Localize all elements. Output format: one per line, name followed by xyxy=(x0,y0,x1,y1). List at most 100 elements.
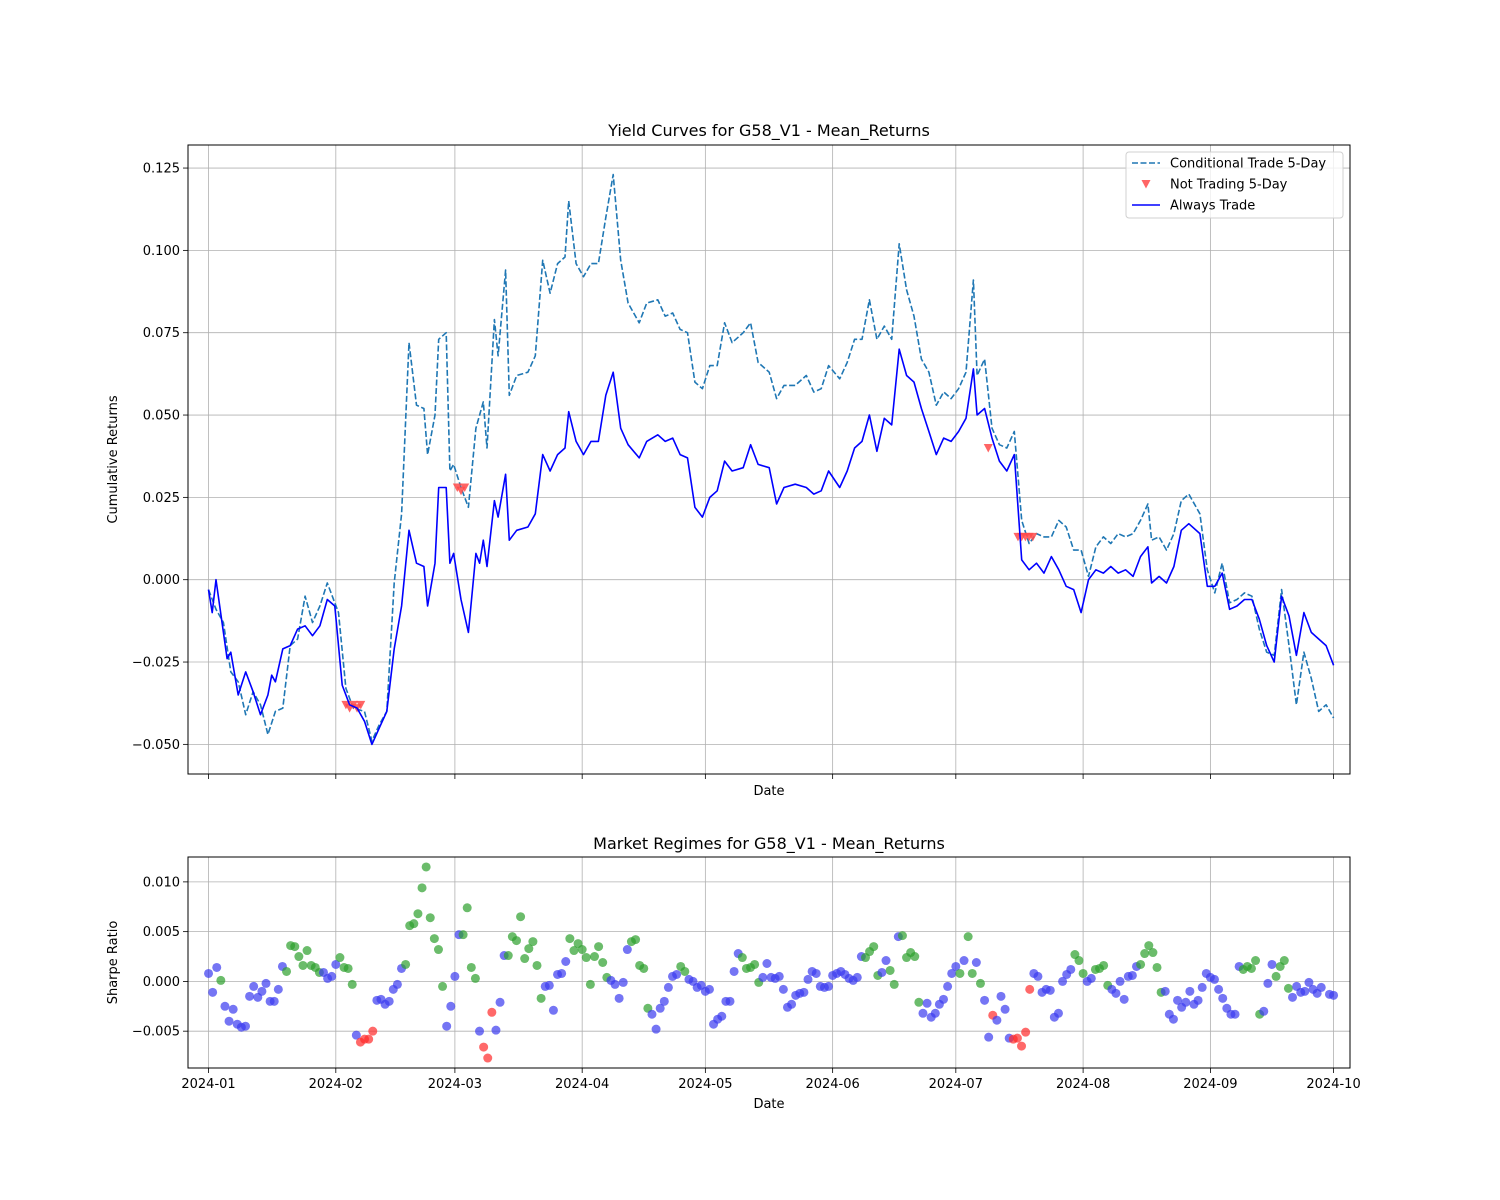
regime-point-blue xyxy=(922,998,932,1008)
yield-curves-y-label: Cumulative Returns xyxy=(106,395,121,523)
y-tick-label: 0.075 xyxy=(143,326,180,341)
y-tick-label: 0.025 xyxy=(143,491,180,506)
triangle-down-marker xyxy=(1028,532,1038,542)
regime-point-blue xyxy=(647,1009,657,1019)
regime-point-blue xyxy=(1160,986,1170,996)
regime-point-green xyxy=(885,965,895,975)
regime-point-green xyxy=(536,993,546,1003)
regime-point-red xyxy=(1021,1027,1031,1037)
x-tick-label: 2024-07 xyxy=(929,1077,983,1092)
regime-point-blue xyxy=(1173,995,1183,1005)
x-tick-label: 2024-05 xyxy=(678,1077,732,1092)
regime-point-green xyxy=(433,945,443,955)
regime-point-blue xyxy=(877,967,887,977)
y-tick-label: 0.010 xyxy=(143,875,180,890)
yield-curves-y-ticks: −0.050 −0.025 0.000 0.025 0.050 0.075 0.100 0.1… xyxy=(132,162,188,753)
regime-point-green xyxy=(413,909,423,919)
conditional-trade-line xyxy=(207,173,1335,742)
regime-point-blue xyxy=(548,1005,558,1015)
regime-point-green xyxy=(528,937,538,947)
regime-point-red xyxy=(479,1042,489,1052)
regime-point-green xyxy=(963,932,973,942)
y-tick-label: −0.025 xyxy=(132,656,180,671)
regime-point-blue xyxy=(663,982,673,992)
regime-point-blue xyxy=(881,956,891,966)
regime-point-blue xyxy=(1267,959,1277,969)
market-regimes-x-label: Date xyxy=(753,1097,784,1112)
regime-point-green xyxy=(869,942,879,952)
regime-point-blue xyxy=(1288,992,1298,1002)
always-trade-line xyxy=(207,348,1335,746)
regime-point-blue xyxy=(1000,1004,1010,1014)
regime-point-green xyxy=(458,930,468,940)
regime-point-blue xyxy=(811,968,821,978)
regime-point-blue xyxy=(495,997,505,1007)
regime-point-blue xyxy=(1119,994,1129,1004)
regime-point-green xyxy=(466,962,476,972)
regime-point-blue xyxy=(384,996,394,1006)
yield-curves-title: Yield Curves for G58_V1 - Mean_Returns xyxy=(607,121,930,141)
regime-point-green xyxy=(581,953,591,963)
regime-point-blue xyxy=(491,1025,501,1035)
regime-point-green xyxy=(417,883,427,893)
yield-curves-frame xyxy=(187,144,1351,775)
regime-point-green xyxy=(290,942,300,952)
regime-point-blue xyxy=(971,958,981,967)
regime-point-blue xyxy=(249,981,259,991)
regime-point-green xyxy=(577,945,587,955)
regime-point-red xyxy=(368,1026,378,1036)
regime-point-blue xyxy=(996,991,1006,1001)
regime-point-green xyxy=(585,979,595,989)
x-tick-label: 2024-01 xyxy=(181,1077,235,1092)
regime-point-blue xyxy=(1115,976,1125,986)
regime-point-green xyxy=(520,954,530,964)
regime-point-blue xyxy=(392,979,402,989)
regime-point-blue xyxy=(1045,985,1055,995)
regime-point-green xyxy=(569,946,579,956)
regime-point-green xyxy=(216,975,226,985)
regime-point-blue xyxy=(228,1004,238,1014)
legend-label: Not Trading 5-Day xyxy=(1170,178,1288,193)
regime-point-blue xyxy=(446,1001,456,1011)
triangle-down-marker xyxy=(460,483,470,492)
regime-point-blue xyxy=(1193,995,1203,1005)
regime-point-blue xyxy=(778,984,788,994)
yield-curves-panel: Yield Curves for G58_V1 - Mean_Returns −… xyxy=(106,121,1351,799)
regime-point-green xyxy=(343,963,353,973)
regime-point-green xyxy=(594,942,604,952)
regime-point-red xyxy=(1012,1033,1022,1043)
regime-point-blue xyxy=(245,991,255,1001)
regime-point-blue xyxy=(331,959,341,969)
regime-point-green xyxy=(955,968,965,978)
y-tick-label: 0.000 xyxy=(143,975,180,990)
y-tick-label: 0.100 xyxy=(143,244,180,259)
regime-point-green xyxy=(1279,956,1289,966)
regime-point-blue xyxy=(1210,974,1220,984)
regime-point-blue xyxy=(269,996,279,1006)
market-regimes-x-ticks: 2024-01 2024-02 2024-03 2024-04 2024-05 2024-… xyxy=(181,1068,1361,1092)
regime-point-green xyxy=(1251,956,1261,966)
legend-label: Always Trade xyxy=(1170,199,1255,214)
regime-point-blue xyxy=(799,987,809,997)
regime-point-green xyxy=(1136,959,1146,969)
regime-point-green xyxy=(462,903,472,913)
regime-point-blue xyxy=(1127,970,1137,980)
regime-point-green xyxy=(1148,948,1158,958)
regime-point-green xyxy=(438,981,448,991)
market-regimes-y-label: Sharpe Ratio xyxy=(106,921,121,1005)
yield-curves-series xyxy=(207,173,1335,746)
regime-point-blue xyxy=(618,977,628,987)
regime-point-blue xyxy=(980,995,990,1005)
regime-point-blue xyxy=(984,1032,994,1042)
regime-point-blue xyxy=(1111,988,1121,998)
regime-point-blue xyxy=(1086,973,1096,983)
market-regimes-panel: Market Regimes for G58_V1 - Mean_Returns… xyxy=(106,834,1361,1112)
regime-point-green xyxy=(1144,941,1154,951)
regime-point-blue xyxy=(1300,986,1310,996)
regime-point-blue xyxy=(1329,990,1339,1000)
regime-point-red xyxy=(364,1034,374,1044)
regime-point-blue xyxy=(659,996,669,1006)
x-tick-label: 2024-10 xyxy=(1306,1077,1360,1092)
regime-point-blue xyxy=(208,987,218,997)
